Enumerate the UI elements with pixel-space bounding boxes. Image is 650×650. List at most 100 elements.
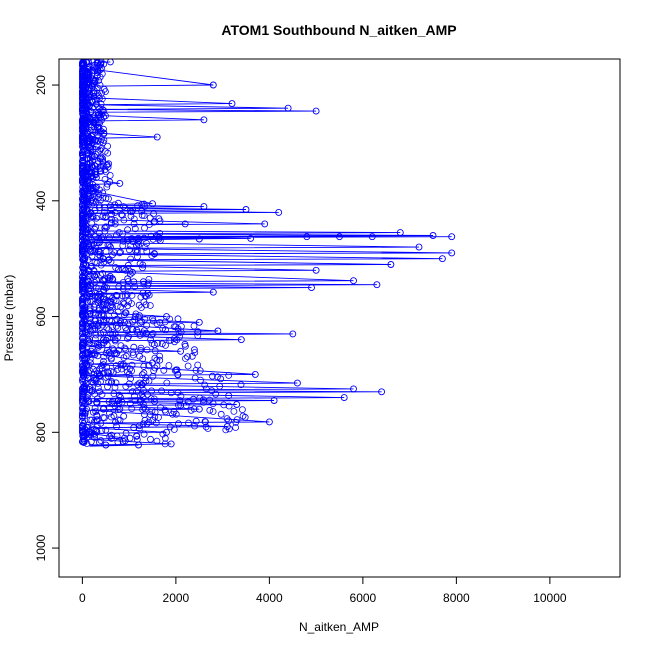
data-point bbox=[80, 389, 87, 397]
data-point bbox=[270, 397, 278, 404]
data-point bbox=[89, 213, 97, 221]
data-point bbox=[209, 408, 217, 415]
data-point bbox=[162, 408, 170, 416]
data-point bbox=[93, 367, 100, 375]
data-point bbox=[247, 234, 255, 242]
data-point bbox=[90, 240, 97, 248]
data-point bbox=[176, 397, 184, 404]
data-point bbox=[93, 276, 100, 284]
data-point bbox=[158, 340, 166, 348]
data-point bbox=[166, 315, 174, 323]
data-point bbox=[84, 63, 91, 71]
data-point bbox=[79, 121, 86, 128]
x-tick-label: 4000 bbox=[256, 591, 283, 605]
data-point bbox=[115, 283, 123, 291]
data-point bbox=[129, 351, 137, 359]
data-point bbox=[82, 379, 90, 387]
data-point bbox=[133, 253, 141, 261]
data-point bbox=[91, 309, 99, 317]
data-point bbox=[79, 413, 86, 421]
data-point bbox=[141, 405, 149, 413]
data-point bbox=[448, 233, 456, 241]
data-point bbox=[147, 395, 155, 402]
data-point bbox=[194, 361, 202, 369]
data-point bbox=[105, 256, 112, 264]
data-point bbox=[108, 215, 116, 223]
data-point bbox=[82, 68, 89, 76]
data-point bbox=[102, 336, 110, 344]
data-point bbox=[94, 340, 101, 348]
data-point bbox=[92, 232, 99, 240]
data-point bbox=[127, 375, 135, 383]
data-point bbox=[92, 408, 100, 416]
data-point bbox=[95, 111, 102, 119]
data-point bbox=[136, 422, 143, 430]
data-point bbox=[191, 349, 199, 356]
data-point bbox=[96, 128, 104, 136]
data-point bbox=[84, 319, 92, 327]
data-point bbox=[101, 204, 109, 212]
data-point bbox=[111, 249, 119, 257]
data-point bbox=[102, 316, 110, 324]
data-point bbox=[97, 155, 104, 163]
data-point bbox=[79, 409, 87, 417]
data-point bbox=[114, 406, 122, 414]
data-point bbox=[106, 59, 114, 66]
data-point bbox=[91, 317, 99, 325]
data-point bbox=[174, 370, 182, 378]
data-point bbox=[350, 277, 357, 285]
data-point bbox=[154, 339, 161, 347]
data-point bbox=[103, 341, 111, 349]
data-point bbox=[100, 85, 108, 93]
data-point bbox=[89, 184, 96, 192]
data-point bbox=[230, 407, 238, 415]
data-point bbox=[101, 209, 108, 217]
data-point bbox=[136, 312, 143, 320]
data-point bbox=[143, 420, 151, 428]
data-point bbox=[91, 171, 99, 179]
data-point bbox=[82, 261, 90, 269]
data-point bbox=[174, 420, 182, 428]
data-point bbox=[81, 121, 88, 129]
y-tick-label: 800 bbox=[34, 422, 48, 442]
data-point bbox=[87, 319, 95, 327]
data-point bbox=[79, 157, 86, 164]
data-point bbox=[112, 418, 119, 426]
data-point bbox=[128, 291, 136, 299]
data-point bbox=[225, 425, 233, 433]
data-point bbox=[139, 261, 147, 269]
data-point bbox=[104, 383, 111, 391]
data-point bbox=[195, 235, 203, 243]
data-point bbox=[127, 242, 135, 250]
data-point bbox=[87, 209, 95, 217]
data-point bbox=[238, 406, 246, 414]
data-point bbox=[232, 424, 240, 431]
data-point bbox=[88, 187, 96, 195]
data-point bbox=[202, 418, 209, 426]
data-point bbox=[133, 248, 141, 256]
data-point bbox=[140, 280, 148, 288]
data-point bbox=[173, 366, 181, 374]
data-point bbox=[100, 276, 108, 284]
data-point bbox=[191, 374, 199, 382]
data-point bbox=[196, 394, 204, 402]
data-point bbox=[293, 379, 301, 387]
data-point bbox=[87, 228, 94, 236]
data-point bbox=[123, 327, 130, 335]
data-point bbox=[151, 408, 159, 416]
data-point bbox=[251, 370, 259, 378]
data-point bbox=[159, 324, 167, 332]
data-point bbox=[80, 373, 88, 380]
data-point bbox=[115, 266, 122, 274]
data-point bbox=[79, 154, 87, 162]
data-point bbox=[129, 238, 137, 246]
data-point bbox=[143, 248, 151, 255]
data-point bbox=[123, 291, 131, 299]
data-point bbox=[98, 234, 105, 242]
data-point bbox=[195, 318, 203, 326]
data-point bbox=[190, 346, 198, 354]
data-point bbox=[147, 336, 155, 344]
data-point bbox=[308, 284, 315, 292]
data-point bbox=[130, 220, 138, 228]
